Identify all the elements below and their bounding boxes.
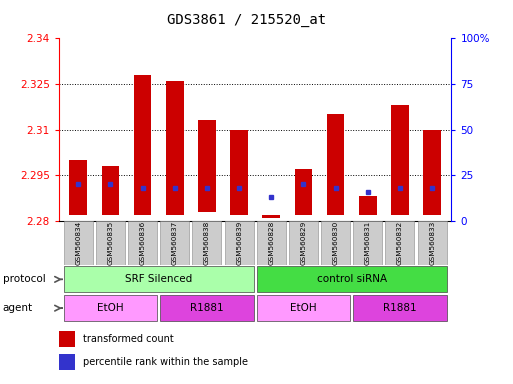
FancyBboxPatch shape [257,221,286,265]
Text: GSM560838: GSM560838 [204,221,210,265]
FancyBboxPatch shape [64,266,253,292]
FancyBboxPatch shape [96,221,125,265]
Bar [327,114,345,215]
Text: SRF Silenced: SRF Silenced [125,274,192,284]
Text: GSM560836: GSM560836 [140,221,146,265]
Text: GSM560835: GSM560835 [107,221,113,265]
FancyBboxPatch shape [353,221,382,265]
Bar [198,121,216,212]
FancyBboxPatch shape [225,221,253,265]
Text: protocol: protocol [3,274,45,285]
FancyBboxPatch shape [257,266,447,292]
Text: GSM560832: GSM560832 [397,221,403,265]
FancyBboxPatch shape [289,221,318,265]
Text: GSM560833: GSM560833 [429,221,435,265]
Text: GSM560839: GSM560839 [236,221,242,265]
Bar [230,129,248,215]
FancyBboxPatch shape [161,221,189,265]
Text: percentile rank within the sample: percentile rank within the sample [83,358,248,367]
FancyBboxPatch shape [161,295,253,321]
Text: GSM560837: GSM560837 [172,221,178,265]
Bar [59,331,75,347]
Bar [263,215,280,218]
FancyBboxPatch shape [321,221,350,265]
Text: R1881: R1881 [383,303,417,313]
Bar [423,129,441,215]
Bar [359,197,377,215]
Text: R1881: R1881 [190,303,224,313]
Text: GSM560828: GSM560828 [268,221,274,265]
Bar [59,354,75,370]
Text: agent: agent [3,303,33,313]
Bar [134,75,151,215]
Text: transformed count: transformed count [83,334,173,344]
FancyBboxPatch shape [353,295,447,321]
FancyBboxPatch shape [418,221,447,265]
Text: GDS3861 / 215520_at: GDS3861 / 215520_at [167,13,326,27]
Bar [69,160,87,215]
Text: GSM560830: GSM560830 [332,221,339,265]
Bar [166,81,184,215]
Text: EtOH: EtOH [290,303,317,313]
Text: control siRNA: control siRNA [317,274,387,284]
Bar [294,169,312,215]
Bar [391,105,409,215]
FancyBboxPatch shape [257,295,350,321]
FancyBboxPatch shape [385,221,415,265]
FancyBboxPatch shape [64,221,93,265]
Text: GSM560829: GSM560829 [301,221,306,265]
Text: EtOH: EtOH [97,303,124,313]
FancyBboxPatch shape [64,295,157,321]
FancyBboxPatch shape [192,221,222,265]
FancyBboxPatch shape [128,221,157,265]
Bar [102,166,120,215]
Text: GSM560834: GSM560834 [75,221,81,265]
Text: GSM560831: GSM560831 [365,221,371,265]
